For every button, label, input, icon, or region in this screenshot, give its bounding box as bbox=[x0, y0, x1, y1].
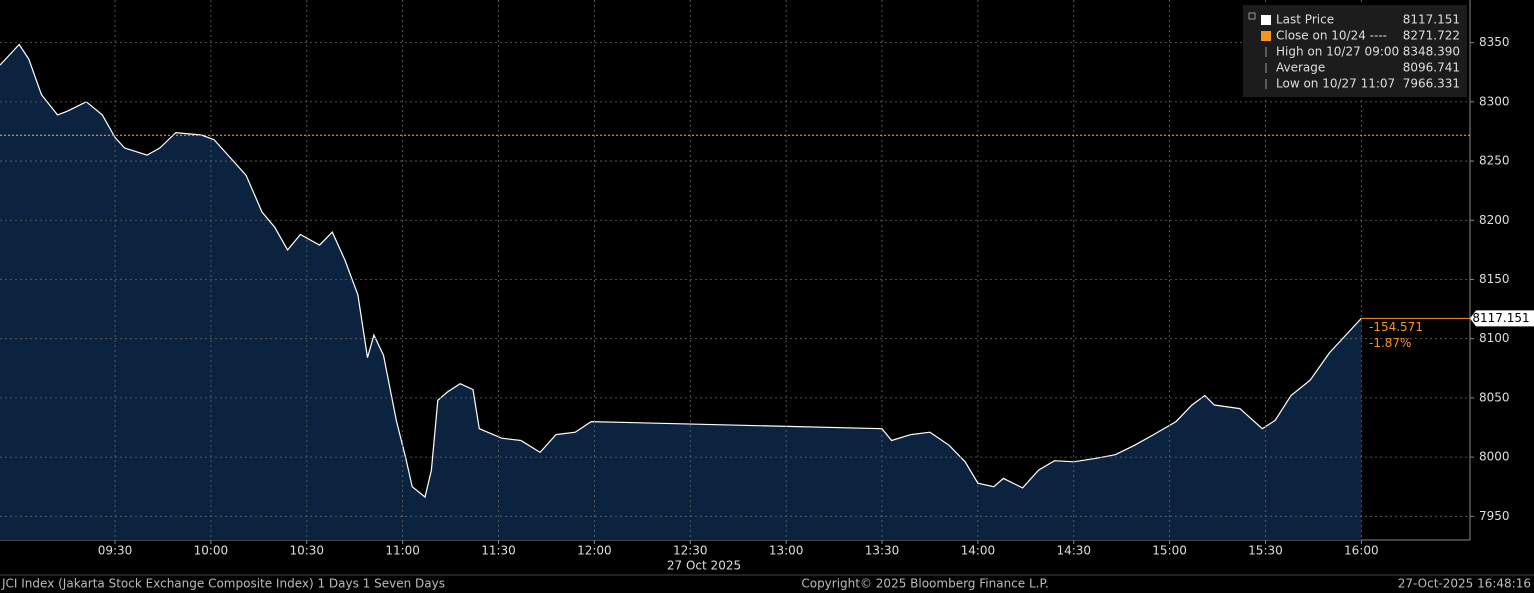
legend-value: 8117.151 bbox=[1403, 13, 1460, 27]
x-tick-label: 14:00 bbox=[961, 544, 996, 558]
x-tick-label: 13:30 bbox=[865, 544, 900, 558]
x-tick-label: 09:30 bbox=[98, 544, 133, 558]
y-tick-label: 8000 bbox=[1479, 450, 1510, 464]
x-tick-label: 15:30 bbox=[1248, 544, 1283, 558]
legend-value: 8096.741 bbox=[1403, 61, 1460, 75]
legend-swatch bbox=[1261, 31, 1271, 41]
legend-value: 7966.331 bbox=[1403, 77, 1460, 91]
y-tick-label: 8300 bbox=[1479, 94, 1510, 108]
legend-value: 8271.722 bbox=[1403, 29, 1460, 43]
footer-right: 27-Oct-2025 16:48:16 bbox=[1398, 577, 1531, 591]
legend-label: Last Price bbox=[1276, 13, 1334, 27]
x-tick-label: 12:30 bbox=[673, 544, 708, 558]
legend-label: Close on 10/24 ---- bbox=[1276, 29, 1387, 43]
last-label: 8117.151 bbox=[1472, 311, 1529, 325]
y-tick-label: 8100 bbox=[1479, 331, 1510, 345]
legend-label: Low on 10/27 11:07 bbox=[1276, 77, 1395, 91]
x-tick-label: 13:00 bbox=[769, 544, 804, 558]
x-tick-label: 12:00 bbox=[577, 544, 612, 558]
legend-value: 8348.390 bbox=[1403, 45, 1460, 59]
x-tick-label: 11:30 bbox=[481, 544, 516, 558]
area bbox=[0, 44, 1362, 540]
y-tick-label: 7950 bbox=[1479, 509, 1510, 523]
y-tick-label: 8150 bbox=[1479, 272, 1510, 286]
last-badge bbox=[1470, 310, 1534, 327]
x-tick-label: 10:00 bbox=[194, 544, 229, 558]
x-tick-label: 15:00 bbox=[1152, 544, 1187, 558]
legend-box bbox=[1243, 5, 1467, 97]
x-tick-label: 14:30 bbox=[1056, 544, 1091, 558]
legend-label: High on 10/27 09:00 bbox=[1276, 45, 1399, 59]
legend-collapse bbox=[1248, 12, 1256, 20]
y-tick-label: 8250 bbox=[1479, 154, 1510, 168]
y-tick-label: 8200 bbox=[1479, 213, 1510, 227]
change-label: -154.571 bbox=[1369, 320, 1423, 334]
y-tick-label: 8050 bbox=[1479, 390, 1510, 404]
x-tick-label: 10:30 bbox=[289, 544, 324, 558]
footer-center: Copyright© 2025 Bloomberg Finance L.P. bbox=[801, 577, 1048, 591]
footer-left: JCI Index (Jakarta Stock Exchange Compos… bbox=[1, 577, 445, 591]
y-tick-label: 8350 bbox=[1479, 35, 1510, 49]
legend-label: Average bbox=[1276, 61, 1325, 75]
x-tick-label: 11:00 bbox=[385, 544, 420, 558]
legend-swatch bbox=[1261, 15, 1271, 25]
change-pct-label: -1.87% bbox=[1369, 336, 1411, 350]
x-axis-label: 27 Oct 2025 bbox=[667, 559, 741, 573]
x-tick-label: 16:00 bbox=[1344, 544, 1379, 558]
